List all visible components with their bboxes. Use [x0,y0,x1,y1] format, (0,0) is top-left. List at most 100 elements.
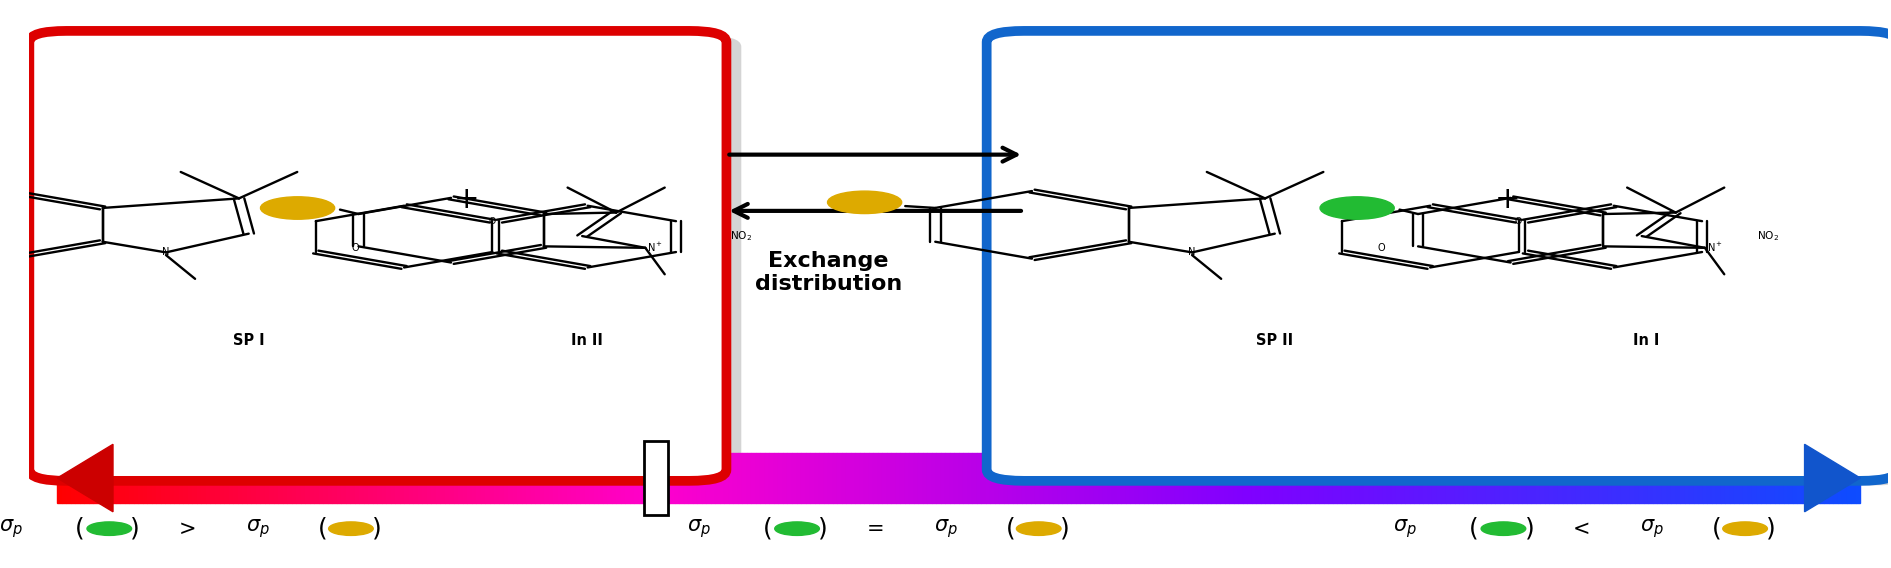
Bar [1278,453,1284,503]
Bar [927,453,932,503]
Bar [1121,453,1125,503]
Bar [79,453,85,503]
Bar [1369,453,1373,503]
Bar [1685,453,1689,503]
Bar [255,453,261,503]
Bar [269,453,274,503]
Bar [1789,453,1793,503]
Bar [1405,453,1409,503]
Text: $\sigma_p$: $\sigma_p$ [1394,517,1416,540]
Bar [1157,453,1161,503]
Bar [193,453,197,503]
Text: In II: In II [571,333,603,348]
Bar [129,453,134,503]
Bar [998,453,1004,503]
Bar [301,453,304,503]
Bar [333,453,337,503]
Bar [157,453,161,503]
Bar [1783,453,1789,503]
Bar [509,453,512,503]
Bar [494,453,499,503]
Bar [1812,453,1815,503]
Bar [516,453,522,503]
Bar [923,453,927,503]
Bar [1050,453,1053,503]
Bar [1314,453,1320,503]
Bar [1554,453,1558,503]
Bar [666,453,669,503]
Bar [548,453,552,503]
Bar [386,453,391,503]
Bar [535,453,539,503]
Bar [356,453,359,503]
Bar [66,453,70,503]
Bar [783,453,787,503]
Bar [359,453,363,503]
Bar [809,453,815,503]
Bar [427,453,431,503]
Bar [170,453,174,503]
Bar [1770,453,1774,503]
Bar [688,453,692,503]
Bar [522,453,526,503]
Text: +: + [454,185,478,214]
Bar [828,453,832,503]
Bar [656,453,662,503]
Bar [1802,453,1806,503]
Bar [991,453,995,503]
Bar [1738,453,1744,503]
Bar [1679,453,1685,503]
Bar [1562,453,1568,503]
FancyBboxPatch shape [1002,35,1891,485]
Text: (: ( [1006,517,1015,541]
Bar [76,453,79,503]
Bar [1585,453,1590,503]
Bar [643,441,668,515]
Bar [340,453,346,503]
Bar [1477,453,1483,503]
Bar [219,453,223,503]
Bar [1252,453,1256,503]
Bar [1320,453,1324,503]
Bar [1350,453,1356,503]
Bar [946,453,949,503]
Bar [1310,453,1314,503]
Bar [1392,453,1396,503]
Bar [1080,453,1085,503]
Text: (: ( [74,517,85,541]
Bar [422,453,427,503]
Bar [1819,453,1825,503]
Bar [1428,453,1431,503]
Bar [1649,453,1653,503]
Bar [1233,453,1239,503]
Bar [552,453,558,503]
Bar [1689,453,1694,503]
Bar [603,453,607,503]
Circle shape [329,522,373,536]
Bar [1702,453,1708,503]
Bar [1437,453,1441,503]
Bar [408,453,414,503]
Bar [1796,453,1802,503]
Polygon shape [1804,444,1861,512]
Bar [1464,453,1467,503]
Bar [252,453,255,503]
Bar [883,453,887,503]
Bar [724,453,728,503]
Bar [760,453,766,503]
Bar [1600,453,1604,503]
Bar [1855,453,1861,503]
Bar [1072,453,1076,503]
Bar [1095,453,1099,503]
Bar [151,453,157,503]
Bar [1607,453,1613,503]
Bar [877,453,883,503]
Bar [1757,453,1761,503]
Bar [1386,453,1392,503]
Bar [1014,453,1017,503]
Bar [855,453,860,503]
Bar [467,453,473,503]
Bar [1396,453,1401,503]
Bar [1275,453,1278,503]
Bar [1027,453,1031,503]
